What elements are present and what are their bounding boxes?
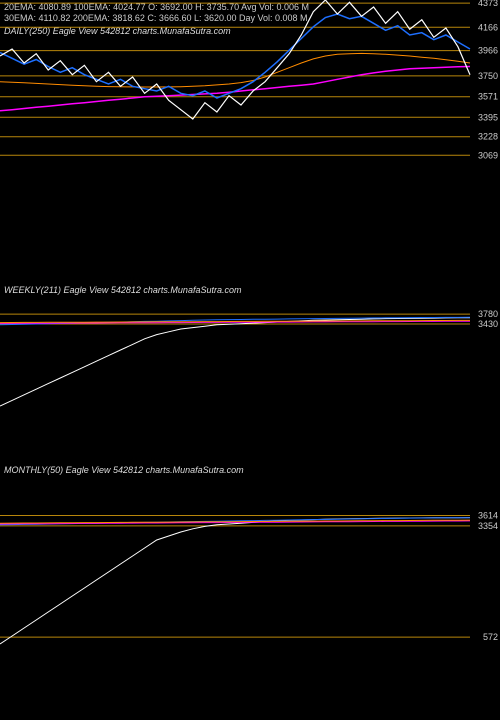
weekly-panel: 37803430: [0, 280, 500, 420]
weekly-chart: 37803430: [0, 280, 500, 420]
svg-text:572: 572: [483, 632, 498, 642]
monthly-chart: 36143354 572: [0, 460, 500, 660]
monthly-panel: 36143354 572: [0, 460, 500, 660]
daily-chart: 4373 4166 3966 3750 3571 3395 3228 3069: [0, 0, 500, 175]
svg-text:3780: 3780: [478, 309, 498, 319]
svg-text:3228: 3228: [478, 132, 498, 142]
svg-text:3354: 3354: [478, 521, 498, 531]
svg-text:3571: 3571: [478, 92, 498, 102]
svg-text:4166: 4166: [478, 22, 498, 32]
svg-text:3614: 3614: [478, 510, 498, 520]
svg-text:3069: 3069: [478, 150, 498, 160]
svg-text:3395: 3395: [478, 112, 498, 122]
svg-text:3750: 3750: [478, 71, 498, 81]
daily-panel: 4373 4166 3966 3750 3571 3395 3228 3069: [0, 0, 500, 175]
svg-text:3966: 3966: [478, 46, 498, 56]
svg-text:3430: 3430: [478, 319, 498, 329]
svg-text:4373: 4373: [478, 0, 498, 8]
